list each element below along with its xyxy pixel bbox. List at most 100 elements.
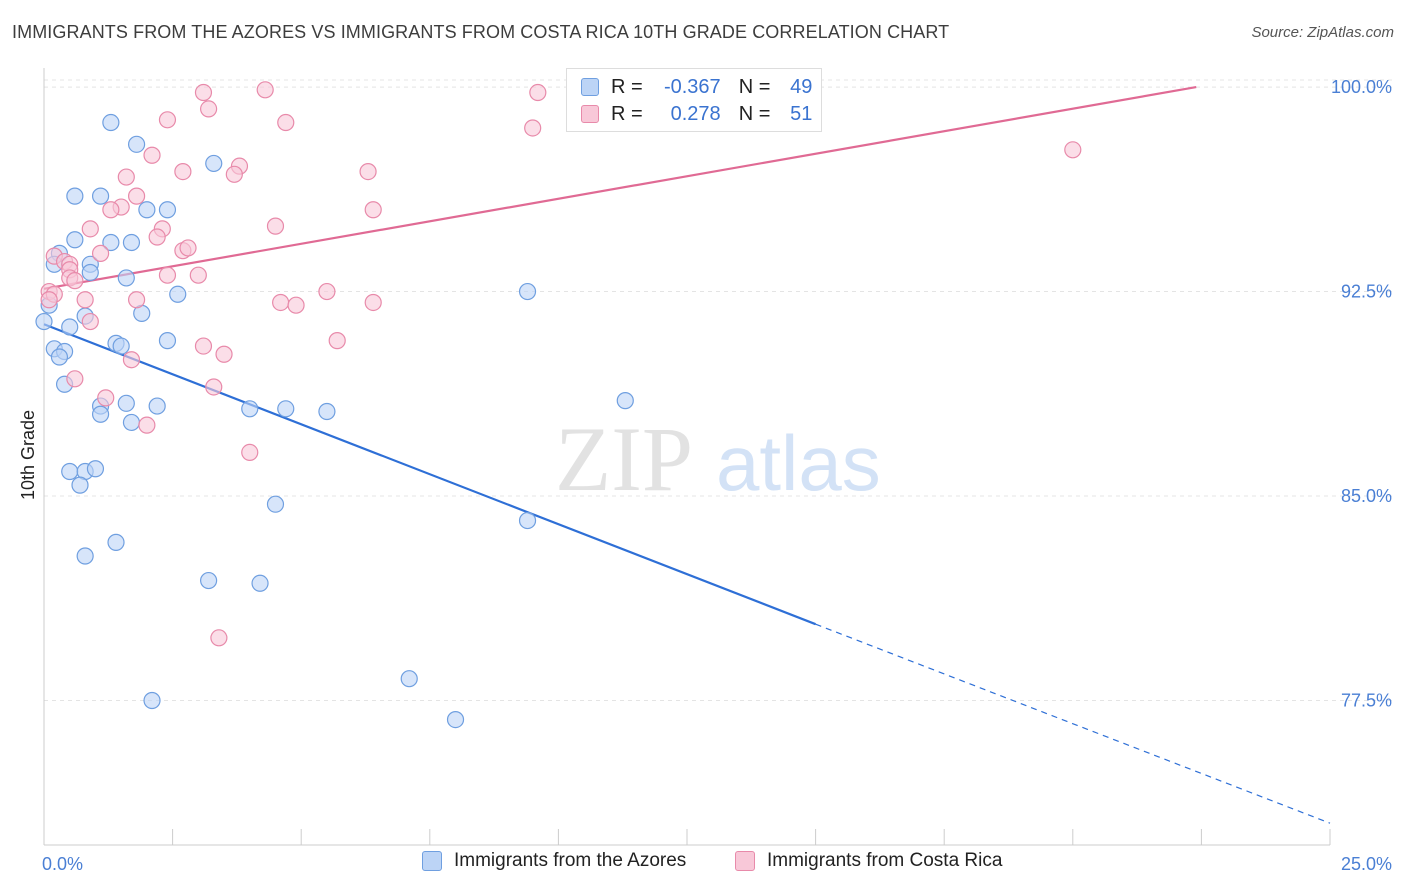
azores-point xyxy=(81,263,99,282)
costa-rica-point xyxy=(143,146,161,164)
costa-rica-point xyxy=(97,389,115,407)
costa-rica-point xyxy=(1064,141,1082,159)
costa-rica-point xyxy=(138,416,156,434)
legend-label-azores: Immigrants from the Azores xyxy=(454,850,687,871)
trend-lines xyxy=(43,86,1331,824)
costa-rica-point xyxy=(359,163,377,181)
costa-rica-point xyxy=(127,187,146,205)
azores-trend-extension xyxy=(815,623,1331,824)
azores-point xyxy=(158,201,177,219)
series-legend: Immigrants from the Azores Immigrants fr… xyxy=(0,850,1406,880)
azores-point xyxy=(107,533,125,551)
costa-rica-point xyxy=(81,312,99,331)
costa-rica-point xyxy=(91,244,110,262)
costa-rica-point xyxy=(158,111,177,129)
n-label: N = xyxy=(738,102,771,125)
costa-rica-point xyxy=(277,113,295,132)
azores-point xyxy=(241,400,259,418)
n-label: N = xyxy=(738,75,771,98)
watermark-zip: ZIP xyxy=(555,408,693,510)
stats-legend: R = -0.367 N = 49 R = 0.278 N = 51 xyxy=(566,68,822,132)
azores-point xyxy=(616,392,634,410)
n-value: 51 xyxy=(790,102,813,125)
y-tick-label: 92.5% xyxy=(1341,282,1392,302)
azores-point xyxy=(91,405,110,423)
costa-rica-point xyxy=(364,293,382,312)
costa-rica-point xyxy=(328,332,346,350)
costa-rica-point xyxy=(102,201,120,219)
stats-row-azores: R = -0.367 N = 49 xyxy=(581,74,812,100)
r-value: -0.367 xyxy=(663,75,721,98)
costa-rica-point xyxy=(256,81,274,99)
azores-point xyxy=(91,187,110,205)
y-tick-label: 85.0% xyxy=(1341,486,1392,506)
costa-rica-point xyxy=(215,345,233,363)
costa-rica-point xyxy=(189,266,207,284)
azores-point xyxy=(518,511,537,530)
costa-rica-point xyxy=(66,370,84,388)
y-tick-label: 77.5% xyxy=(1341,691,1392,711)
azores-swatch xyxy=(581,78,599,96)
azores-point xyxy=(117,394,135,412)
azores-point xyxy=(158,332,177,350)
azores-point xyxy=(266,495,285,513)
costa-rica-point xyxy=(66,272,84,290)
costa-rica-point xyxy=(318,282,336,301)
axes xyxy=(43,68,1331,846)
costa-rica-trend-line xyxy=(43,86,1197,290)
costa-rica-point xyxy=(524,119,542,137)
chart-title: IMMIGRANTS FROM THE AZORES VS IMMIGRANTS… xyxy=(12,22,950,42)
costa-rica-point xyxy=(241,443,259,462)
watermark-atlas: atlas xyxy=(716,419,881,507)
costa-rica-point xyxy=(266,217,285,235)
azores-point xyxy=(112,337,130,355)
n-value: 49 xyxy=(790,75,813,98)
azores-point xyxy=(277,400,295,418)
y-tick-label: 100.0% xyxy=(1331,77,1392,97)
azores-point xyxy=(205,154,223,173)
data-points xyxy=(35,81,1082,729)
costa-rica-point xyxy=(287,296,305,314)
costa-rica-point xyxy=(194,83,213,102)
y-axis-title: 10th Grade xyxy=(18,410,38,500)
costa-rica-point xyxy=(158,266,177,284)
gridlines xyxy=(44,79,1392,702)
legend-item-azores[interactable]: Immigrants from the Azores xyxy=(422,850,686,872)
r-label: R = xyxy=(611,75,643,98)
azores-point xyxy=(518,282,537,301)
costa-rica-point xyxy=(174,163,192,181)
costa-rica-legend-swatch xyxy=(735,851,755,871)
azores-point xyxy=(318,402,336,421)
azores-point xyxy=(117,269,135,287)
tick-labels: 77.5% 85.0% 92.5% 100.0% 0.0% 25.0% xyxy=(42,77,1392,874)
azores-point xyxy=(86,460,105,478)
azores-point xyxy=(50,348,69,366)
costa-rica-point xyxy=(210,629,228,647)
legend-item-costa-rica[interactable]: Immigrants from Costa Rica xyxy=(735,850,1002,872)
source-note: Source: ZipAtlas.com xyxy=(1251,24,1394,41)
costa-rica-point xyxy=(117,168,135,186)
costa-rica-point xyxy=(200,100,218,118)
costa-rica-swatch xyxy=(581,105,599,123)
azores-point xyxy=(138,201,156,219)
costa-rica-point xyxy=(529,83,547,102)
costa-rica-point xyxy=(205,378,223,396)
azores-point xyxy=(66,187,84,205)
costa-rica-point xyxy=(225,165,243,183)
azores-point xyxy=(122,413,141,432)
azores-point xyxy=(122,233,141,252)
r-value: 0.278 xyxy=(670,102,721,125)
azores-point xyxy=(66,231,84,249)
azores-point xyxy=(61,318,79,336)
azores-point xyxy=(446,710,465,729)
azores-point xyxy=(71,476,89,494)
azores-point xyxy=(35,312,53,331)
azores-point xyxy=(102,233,120,252)
costa-rica-point xyxy=(179,239,197,257)
azores-trend-line xyxy=(43,323,816,626)
costa-rica-point xyxy=(194,337,213,355)
azores-point xyxy=(127,135,146,153)
azores-legend-swatch xyxy=(422,851,442,871)
watermark: ZIP atlas xyxy=(555,408,881,510)
